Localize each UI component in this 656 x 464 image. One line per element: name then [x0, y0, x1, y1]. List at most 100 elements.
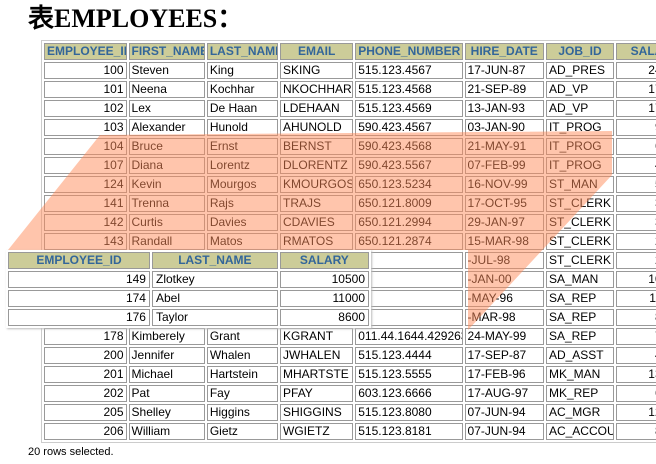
table-cell: Davies — [206, 214, 279, 231]
table-cell: -MAR-98 — [464, 309, 544, 326]
table-cell: CDAVIES — [280, 214, 354, 231]
table-cell: SA_REP — [545, 290, 615, 307]
table-cell: Kimberely — [128, 328, 205, 345]
table-cell: 174 — [8, 290, 150, 307]
table-cell: ST_CLERK — [545, 214, 615, 231]
table-cell: 206 — [44, 423, 127, 440]
column-header: EMPLOYEE_ID — [8, 252, 150, 269]
table-row: 201 Michael Hartstein MHARTSTE 515.123.5555 1… — [44, 366, 656, 383]
table-row: 103 Alexander Hunold AHUNOLD 590.423.4567 03-… — [44, 119, 656, 136]
employees-table: EMPLOYEE_ID FIRST_NAME LAST_NAME EMAIL PHONE… — [41, 40, 656, 443]
table-cell: 11000 — [279, 290, 369, 307]
table-row: 200 Jennifer Whalen JWHALEN 515.123.4444 17-S… — [44, 347, 656, 364]
table-cell: 011.44.1644.429263 — [355, 328, 463, 345]
table-cell: ST_MAN — [545, 176, 615, 193]
table-cell: AC_MGR — [545, 404, 615, 421]
table-cell: 580 — [616, 176, 656, 193]
table-cell: 21-SEP-89 — [464, 81, 544, 98]
table-cell: 100 — [44, 62, 127, 79]
table-cell: 590.423.5567 — [355, 157, 463, 174]
table-row: 142 Curtis Davies CDAVIES 650.121.2994 29-JAN… — [44, 214, 656, 231]
table-cell — [355, 309, 463, 326]
table-cell: 200 — [44, 347, 127, 364]
table-cell: 515.123.4444 — [355, 347, 463, 364]
table-cell: 590.423.4567 — [355, 119, 463, 136]
table-cell: 107 — [44, 157, 127, 174]
table-cell: 103 — [44, 119, 127, 136]
table-cell: 201 — [44, 366, 127, 383]
table-cell: Kevin — [128, 176, 205, 193]
column-header: SALARY — [279, 252, 369, 269]
table-cell: IT_PROG — [545, 157, 615, 174]
table-cell: -JAN-00 — [464, 271, 544, 288]
table-cell: 515.123.4567 — [355, 62, 463, 79]
table-cell: Abel — [151, 290, 278, 307]
table-cell: 515.123.4568 — [355, 81, 463, 98]
table-cell: Lex — [128, 100, 205, 117]
table-cell: 515.123.4569 — [355, 100, 463, 117]
column-header: FIRST_NAME — [128, 43, 205, 60]
table-row: 124 Kevin Mourgos KMOURGOS 650.123.5234 16-NO… — [44, 176, 656, 193]
table-cell: AD_PRES — [545, 62, 615, 79]
table-cell: ST_CLERK — [545, 252, 615, 269]
table-cell: Bruce — [128, 138, 205, 155]
table-cell: KMOURGOS — [280, 176, 354, 193]
table-cell: 1300 — [616, 366, 656, 383]
table-cell: 176 — [8, 309, 150, 326]
column-header: JOB_ID — [545, 43, 615, 60]
table-cell: ST_CLERK — [545, 233, 615, 250]
table-cell: 650.123.5234 — [355, 176, 463, 193]
table-cell: BERNST — [280, 138, 354, 155]
table-cell: William — [128, 423, 205, 440]
table-cell: Alexander — [128, 119, 205, 136]
table-cell: SA_MAN — [545, 271, 615, 288]
table-cell: Whalen — [206, 347, 279, 364]
table-cell: 600 — [616, 385, 656, 402]
table-cell: 104 — [44, 138, 127, 155]
table-cell: Kochhar — [206, 81, 279, 98]
table-cell: -JUL-98 — [464, 252, 544, 269]
table-cell: AHUNOLD — [280, 119, 354, 136]
table-row: 143 Randall Matos RMATOS 650.121.2874 15-MAR-… — [44, 233, 656, 250]
table-cell: Randall — [128, 233, 205, 250]
table-cell: 202 — [44, 385, 127, 402]
table-cell: AC_ACCOUNT — [545, 423, 615, 440]
table-cell: SA_REP — [545, 328, 615, 345]
table-cell: 650.121.2994 — [355, 214, 463, 231]
table-cell: 10500 — [279, 271, 369, 288]
table-cell: 1200 — [616, 404, 656, 421]
table-cell: 260 — [616, 233, 656, 250]
table-cell: Rajs — [206, 195, 279, 212]
table-row: 104 Bruce Ernst BERNST 590.423.4568 21-MAY-91… — [44, 138, 656, 155]
table-cell — [355, 271, 463, 288]
table-cell: Shelley — [128, 404, 205, 421]
table-cell: 700 — [616, 328, 656, 345]
table-cell: 07-FEB-99 — [464, 157, 544, 174]
table-cell: Trenna — [128, 195, 205, 212]
column-header: PHONE_NUMBER — [355, 43, 463, 60]
table-cell: 17-OCT-95 — [464, 195, 544, 212]
table-cell: Curtis — [128, 214, 205, 231]
table-cell: Grant — [206, 328, 279, 345]
table-cell: SA_REP — [545, 309, 615, 326]
table-cell: 142 — [44, 214, 127, 231]
table-cell: 515.123.8080 — [355, 404, 463, 421]
table-cell: LDEHAAN — [280, 100, 354, 117]
table-row: 205 Shelley Higgins SHIGGINS 515.123.8080 07-… — [44, 404, 656, 421]
table-cell: WGIETZ — [280, 423, 354, 440]
table-cell: Pat — [128, 385, 205, 402]
table-cell: 17-JUN-87 — [464, 62, 544, 79]
table-cell: 15-MAR-98 — [464, 233, 544, 250]
table-cell: MK_REP — [545, 385, 615, 402]
table-cell: 07-JUN-94 — [464, 404, 544, 421]
table-cell: 515.123.5555 — [355, 366, 463, 383]
table-cell: Fay — [206, 385, 279, 402]
table-row: 149 Zlotkey 10500 — [8, 271, 369, 288]
table-cell: 900 — [616, 119, 656, 136]
table-cell: RMATOS — [280, 233, 354, 250]
page-title: 表EMPLOYEES： — [28, 4, 244, 33]
table-cell: Michael — [128, 366, 205, 383]
table-cell: SKING — [280, 62, 354, 79]
table-cell: Ernst — [206, 138, 279, 155]
table-cell: 420 — [616, 157, 656, 174]
